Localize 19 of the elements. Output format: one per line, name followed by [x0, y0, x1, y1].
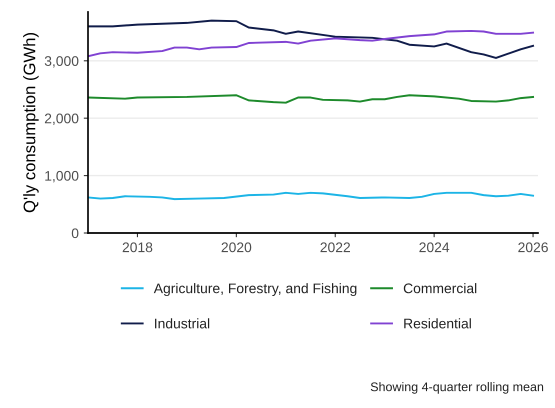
x-tick-label: 2022: [320, 242, 350, 252]
legend-label: Agriculture, Forestry, and Fishing: [154, 283, 356, 296]
line-series: [88, 192, 534, 200]
y-tick-label: 2,000: [44, 114, 78, 126]
legend-label: Industrial: [155, 318, 210, 328]
legend-label: Residential: [404, 318, 471, 328]
y-tick-label: 0: [72, 228, 78, 238]
y-tick-label: 1,000: [45, 170, 78, 182]
line-series: [88, 30, 534, 58]
line-series: [88, 20, 534, 59]
x-tick-label: 2026: [518, 242, 548, 252]
x-tick-label: 2020: [222, 242, 252, 252]
legend-label: Commercial: [404, 283, 476, 294]
line-series: [88, 94, 534, 104]
y-tick-label: 3,000: [44, 56, 78, 68]
text: Showing 4-quarter rolling mean: [370, 382, 544, 394]
x-tick-label: 2018: [122, 242, 152, 252]
y-axis-title: Q'ly consumption (GWh): [23, 33, 39, 212]
x-tick-label: 2024: [419, 242, 450, 252]
